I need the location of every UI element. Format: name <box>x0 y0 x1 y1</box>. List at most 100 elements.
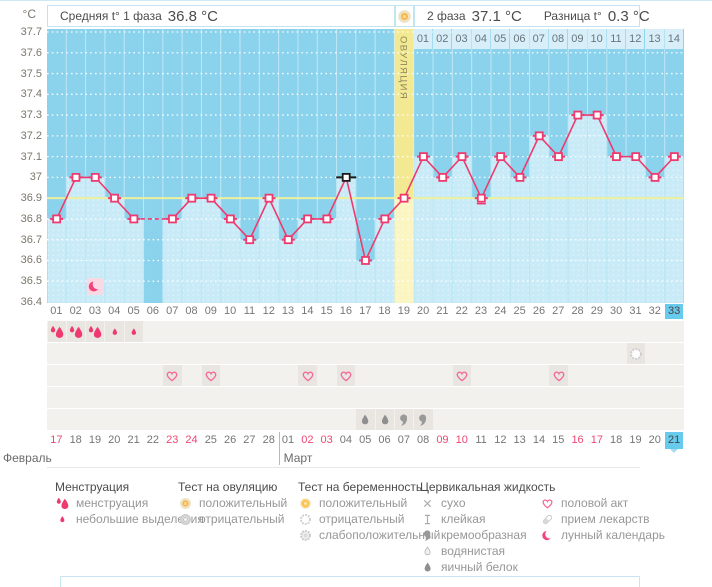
cycle-day-cell[interactable]: 12 <box>262 305 275 317</box>
temperature-marker[interactable] <box>71 172 81 182</box>
date-cell[interactable]: 02 <box>301 434 314 446</box>
cycle-day-cell[interactable]: 18 <box>378 305 391 317</box>
temperature-marker[interactable] <box>303 214 312 224</box>
menstruation-light-cell[interactable] <box>105 321 124 342</box>
date-cell[interactable]: 17 <box>50 434 63 446</box>
temperature-marker[interactable] <box>669 152 679 162</box>
temperature-marker[interactable] <box>110 193 119 203</box>
date-cell[interactable]: 12 <box>494 434 507 446</box>
cycle-day-cell[interactable]: 04 <box>108 305 121 317</box>
date-cell[interactable]: 18 <box>69 434 82 446</box>
menstruation-heavy-cell[interactable] <box>47 321 66 342</box>
temperature-marker[interactable] <box>187 193 197 203</box>
date-cell[interactable]: 15 <box>552 434 565 446</box>
cycle-day-cell[interactable]: 13 <box>281 305 295 317</box>
date-cell[interactable]: 14 <box>532 434 546 446</box>
intercourse-cell[interactable] <box>549 365 568 386</box>
cycle-day-cell[interactable]: 29 <box>590 305 603 317</box>
temperature-marker[interactable] <box>264 193 274 203</box>
cycle-day-cell[interactable]: 08 <box>185 305 198 317</box>
fluid-eggwhite-cell[interactable] <box>356 409 375 430</box>
intercourse-cell[interactable] <box>337 365 356 386</box>
cycle-day-cell[interactable]: 19 <box>397 305 410 317</box>
date-cell[interactable]: 21 <box>127 434 140 446</box>
cycle-day-cell[interactable]: 32 <box>648 305 661 317</box>
temperature-marker[interactable] <box>612 152 621 162</box>
date-cell[interactable]: 13 <box>513 434 526 446</box>
cycle-day-cell[interactable]: 25 <box>513 305 526 317</box>
date-cell[interactable]: 28 <box>262 434 275 446</box>
date-cell[interactable]: 27 <box>243 434 256 446</box>
temperature-marker[interactable] <box>283 235 293 245</box>
temperature-marker[interactable] <box>225 214 235 224</box>
cycle-day-cell[interactable]: 01 <box>50 305 63 317</box>
date-cell[interactable]: 09 <box>436 434 449 446</box>
cycle-day-cell[interactable]: 16 <box>339 305 353 317</box>
date-cell[interactable]: 03 <box>320 434 333 446</box>
temperature-marker[interactable] <box>380 214 390 224</box>
intercourse-cell[interactable] <box>201 365 221 386</box>
date-cell[interactable]: 11 <box>475 434 487 446</box>
cycle-day-cell[interactable]: 31 <box>629 305 642 317</box>
fluid-eggwhite-cell[interactable] <box>375 409 394 430</box>
cycle-day-cell[interactable]: 02 <box>69 305 82 317</box>
temperature-marker[interactable] <box>554 152 563 162</box>
date-cell[interactable]: 23 <box>166 434 179 446</box>
date-cell[interactable]: 25 <box>204 434 217 446</box>
date-cell[interactable]: 10 <box>455 434 468 446</box>
cycle-day-cell[interactable]: 15 <box>320 305 333 317</box>
intercourse-cell[interactable] <box>163 365 182 386</box>
date-cell[interactable]: 08 <box>417 434 430 446</box>
selected-temperature-marker[interactable] <box>341 172 351 182</box>
menstruation-heavy-cell[interactable] <box>66 321 86 342</box>
menstruation-light-cell[interactable] <box>124 321 143 342</box>
cycle-day-cell[interactable]: 33 <box>664 304 684 319</box>
temperature-marker[interactable] <box>573 110 583 120</box>
fluid-creamy-cell[interactable] <box>414 409 433 430</box>
cycle-day-cell[interactable]: 24 <box>494 305 507 317</box>
pregnancy-test-negative-cell[interactable] <box>626 343 645 364</box>
cycle-day-cell[interactable]: 06 <box>146 305 160 317</box>
menstruation-heavy-cell[interactable] <box>86 321 105 342</box>
temperature-marker[interactable] <box>52 214 62 224</box>
cycle-day-cell[interactable]: 26 <box>532 305 546 317</box>
temperature-marker[interactable] <box>515 172 525 182</box>
cycle-day-cell[interactable]: 17 <box>359 305 372 317</box>
cycle-day-cell[interactable]: 14 <box>301 305 314 317</box>
date-cell[interactable]: 20 <box>108 434 121 446</box>
cycle-day-cell[interactable]: 27 <box>552 305 565 317</box>
date-cell[interactable]: 24 <box>185 434 198 446</box>
cycle-day-cell[interactable]: 09 <box>204 305 217 317</box>
cycle-day-cell[interactable]: 30 <box>610 305 623 317</box>
cycle-day-cell[interactable]: 20 <box>417 305 430 317</box>
temperature-marker[interactable] <box>206 193 216 203</box>
date-cell[interactable]: 07 <box>397 434 410 446</box>
cycle-day-cell[interactable]: 22 <box>455 305 468 317</box>
date-cell[interactable]: 19 <box>629 434 642 446</box>
date-cell[interactable]: 22 <box>146 434 160 446</box>
temperature-marker[interactable] <box>399 193 409 203</box>
date-cell[interactable]: 16 <box>571 434 584 446</box>
cycle-day-cell[interactable]: 23 <box>474 305 488 317</box>
temperature-marker[interactable] <box>476 193 486 203</box>
date-cell[interactable]: 20 <box>648 434 661 446</box>
temperature-marker[interactable] <box>245 235 255 245</box>
date-cell[interactable]: 06 <box>378 434 391 446</box>
date-cell[interactable]: 05 <box>359 434 372 446</box>
cycle-day-cell[interactable]: 05 <box>127 305 140 317</box>
temperature-marker[interactable] <box>419 152 428 162</box>
cycle-day-cell[interactable]: 03 <box>88 305 102 317</box>
temperature-marker[interactable] <box>496 152 506 162</box>
intercourse-cell[interactable] <box>298 365 317 386</box>
temperature-marker[interactable] <box>90 172 100 182</box>
date-cell[interactable]: 26 <box>223 434 237 446</box>
temperature-marker[interactable] <box>650 172 660 182</box>
cycle-day-cell[interactable]: 11 <box>243 305 256 317</box>
date-cell[interactable]: 01 <box>281 434 295 446</box>
temperature-marker[interactable] <box>631 152 641 162</box>
temperature-marker[interactable] <box>168 214 177 224</box>
temperature-marker[interactable] <box>438 172 448 182</box>
date-cell[interactable]: 21 <box>664 432 684 449</box>
cycle-day-cell[interactable]: 21 <box>436 305 449 317</box>
cycle-day-cell[interactable]: 07 <box>166 305 179 317</box>
